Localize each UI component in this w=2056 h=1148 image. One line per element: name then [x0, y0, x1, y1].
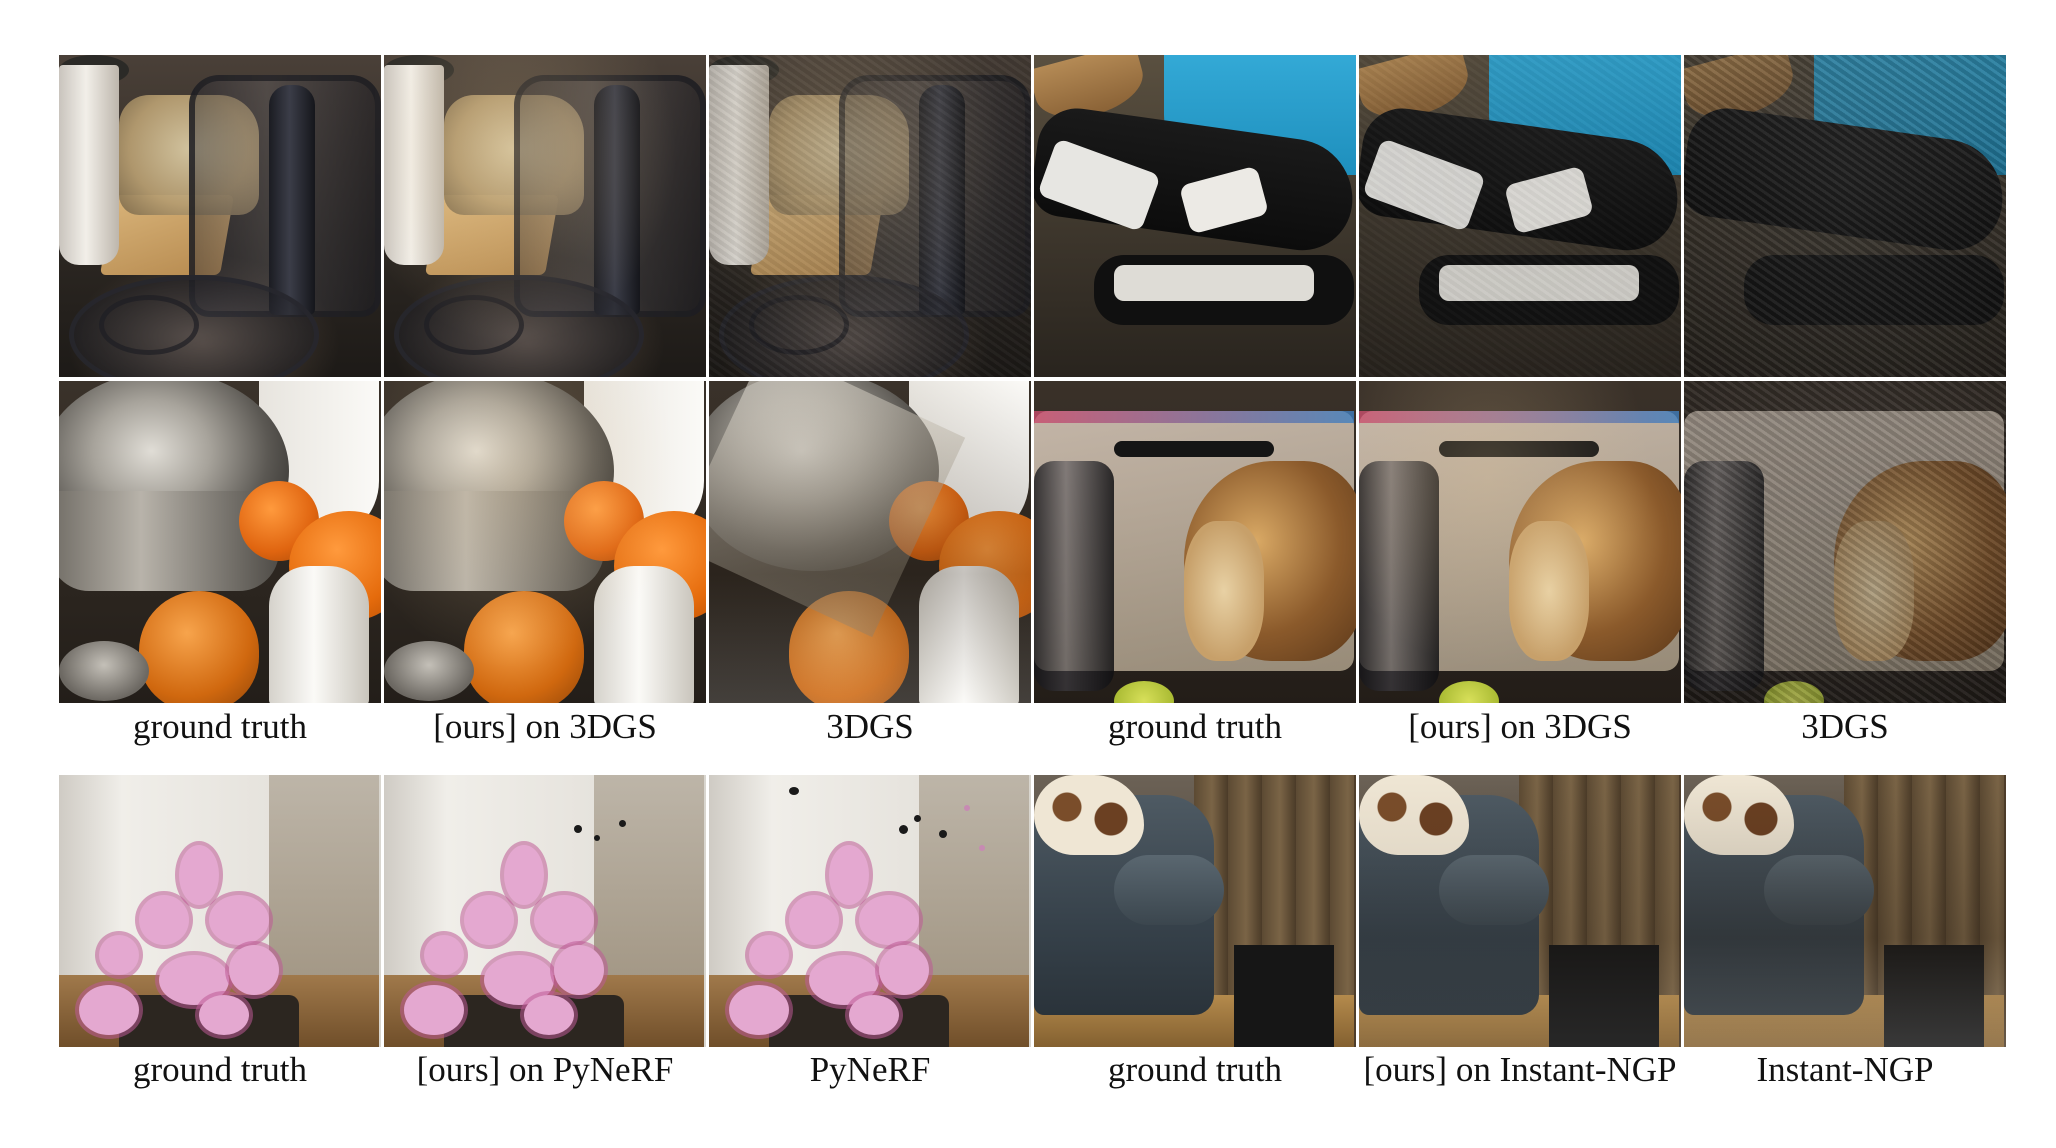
caption-ours-on-instant-ngp: [ours] on Instant-NGP	[1363, 1050, 1677, 1089]
caption-instant-ngp: Instant-NGP	[1756, 1050, 1934, 1089]
caption-3dgs: 3DGS	[1801, 707, 1889, 746]
caption-pynerf: PyNeRF	[809, 1050, 931, 1089]
caption-ground-truth: ground truth	[132, 1050, 307, 1089]
image-r2-gt-bread-bag	[1034, 381, 1356, 703]
caption-ground-truth: ground truth	[1107, 707, 1282, 746]
image-r3-pynerf-coral-plant	[709, 775, 1031, 1047]
image-r1-gt-kitchen-jar	[59, 55, 381, 377]
image-r1-ours-3dgs-kitchen-jar	[384, 55, 706, 377]
caption-ground-truth: ground truth	[132, 707, 307, 746]
caption-ours-on-pynerf: [ours] on PyNeRF	[416, 1050, 674, 1089]
image-r3-instant-ngp-armchair	[1684, 775, 2006, 1047]
image-r3-ours-pynerf-coral-plant	[384, 775, 706, 1047]
image-r3-gt-armchair	[1034, 775, 1356, 1047]
image-r2-3dgs-pot-squash	[709, 381, 1031, 703]
image-r3-gt-coral-plant	[59, 775, 381, 1047]
image-r3-ours-instant-ngp-armchair	[1359, 775, 1681, 1047]
image-r2-3dgs-bread-bag	[1684, 381, 2006, 703]
image-r2-ours-3dgs-pot-squash	[384, 381, 706, 703]
caption-3dgs: 3DGS	[826, 707, 914, 746]
image-r2-ours-3dgs-bread-bag	[1359, 381, 1681, 703]
caption-ground-truth: ground truth	[1107, 1050, 1282, 1089]
image-r1-3dgs-kitchen-jar	[709, 55, 1031, 377]
image-r1-gt-oven-mitt	[1034, 55, 1356, 377]
image-r1-3dgs-oven-mitt	[1684, 55, 2006, 377]
caption-ours-on-3dgs: [ours] on 3DGS	[1408, 707, 1632, 746]
image-r1-ours-3dgs-oven-mitt	[1359, 55, 1681, 377]
image-r2-gt-pot-squash	[59, 381, 381, 703]
caption-ours-on-3dgs: [ours] on 3DGS	[433, 707, 657, 746]
